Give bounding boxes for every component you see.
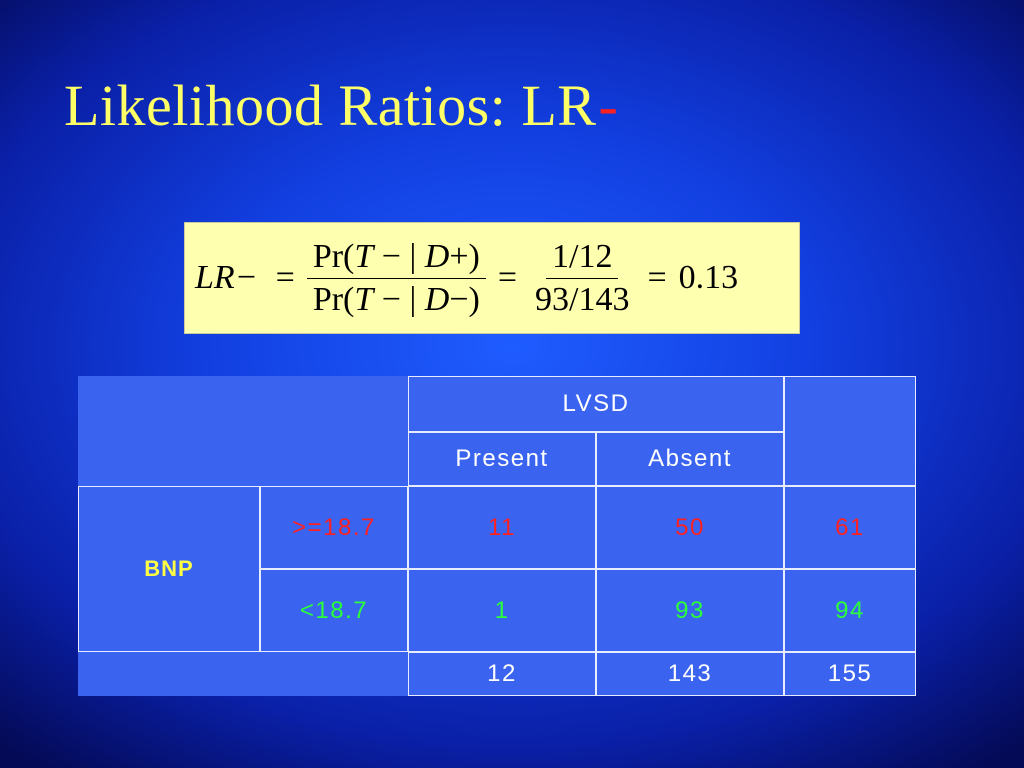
total-present: 12: [408, 652, 596, 696]
contingency-table: LVSD Present Absent BNP >=18.7 11 50 61 …: [78, 376, 916, 696]
row-label-high: >=18.7: [260, 486, 408, 569]
table-corner: [78, 376, 408, 486]
total-grand: 155: [784, 652, 916, 696]
totals-row-label: [78, 652, 408, 696]
formula-fraction-probabilities: Pr(T − | D+) Pr(T − | D−): [306, 238, 486, 319]
formula-frac2-numerator: 1/12: [546, 238, 619, 279]
lr-formula-box: LR− = Pr(T − | D+) Pr(T − | D−) = 1/12 9…: [184, 222, 800, 334]
formula-equals-3: =: [647, 259, 667, 296]
row-group-header-bnp: BNP: [78, 486, 260, 652]
cell-low-total: 94: [784, 569, 916, 652]
cell-high-present: 11: [408, 486, 596, 569]
formula-frac2-denominator: 93/143: [535, 280, 630, 318]
col-header-absent: Absent: [596, 432, 784, 486]
formula-equals-1: =: [275, 259, 295, 296]
cell-low-absent: 93: [596, 569, 784, 652]
col-header-present: Present: [408, 432, 596, 486]
formula-lhs: LR−: [195, 259, 258, 296]
formula-equals-2: =: [497, 259, 518, 296]
slide-title-main: Likelihood Ratios: LR: [64, 73, 597, 138]
formula-frac1-numerator: Pr(T − | D+): [306, 238, 486, 279]
formula-frac1-denominator: Pr(T − | D−): [312, 280, 480, 318]
formula-fraction-values: 1/12 93/143: [529, 238, 635, 319]
slide-title: Likelihood Ratios: LR-: [64, 72, 618, 139]
total-absent: 143: [596, 652, 784, 696]
table-total-header: [784, 376, 916, 486]
formula-result: 0.13: [678, 259, 739, 296]
cell-high-total: 61: [784, 486, 916, 569]
slide-title-accent: -: [598, 73, 619, 138]
cell-high-absent: 50: [596, 486, 784, 569]
col-group-header-lvsd: LVSD: [408, 376, 784, 432]
cell-low-present: 1: [408, 569, 596, 652]
row-label-low: <18.7: [260, 569, 408, 652]
